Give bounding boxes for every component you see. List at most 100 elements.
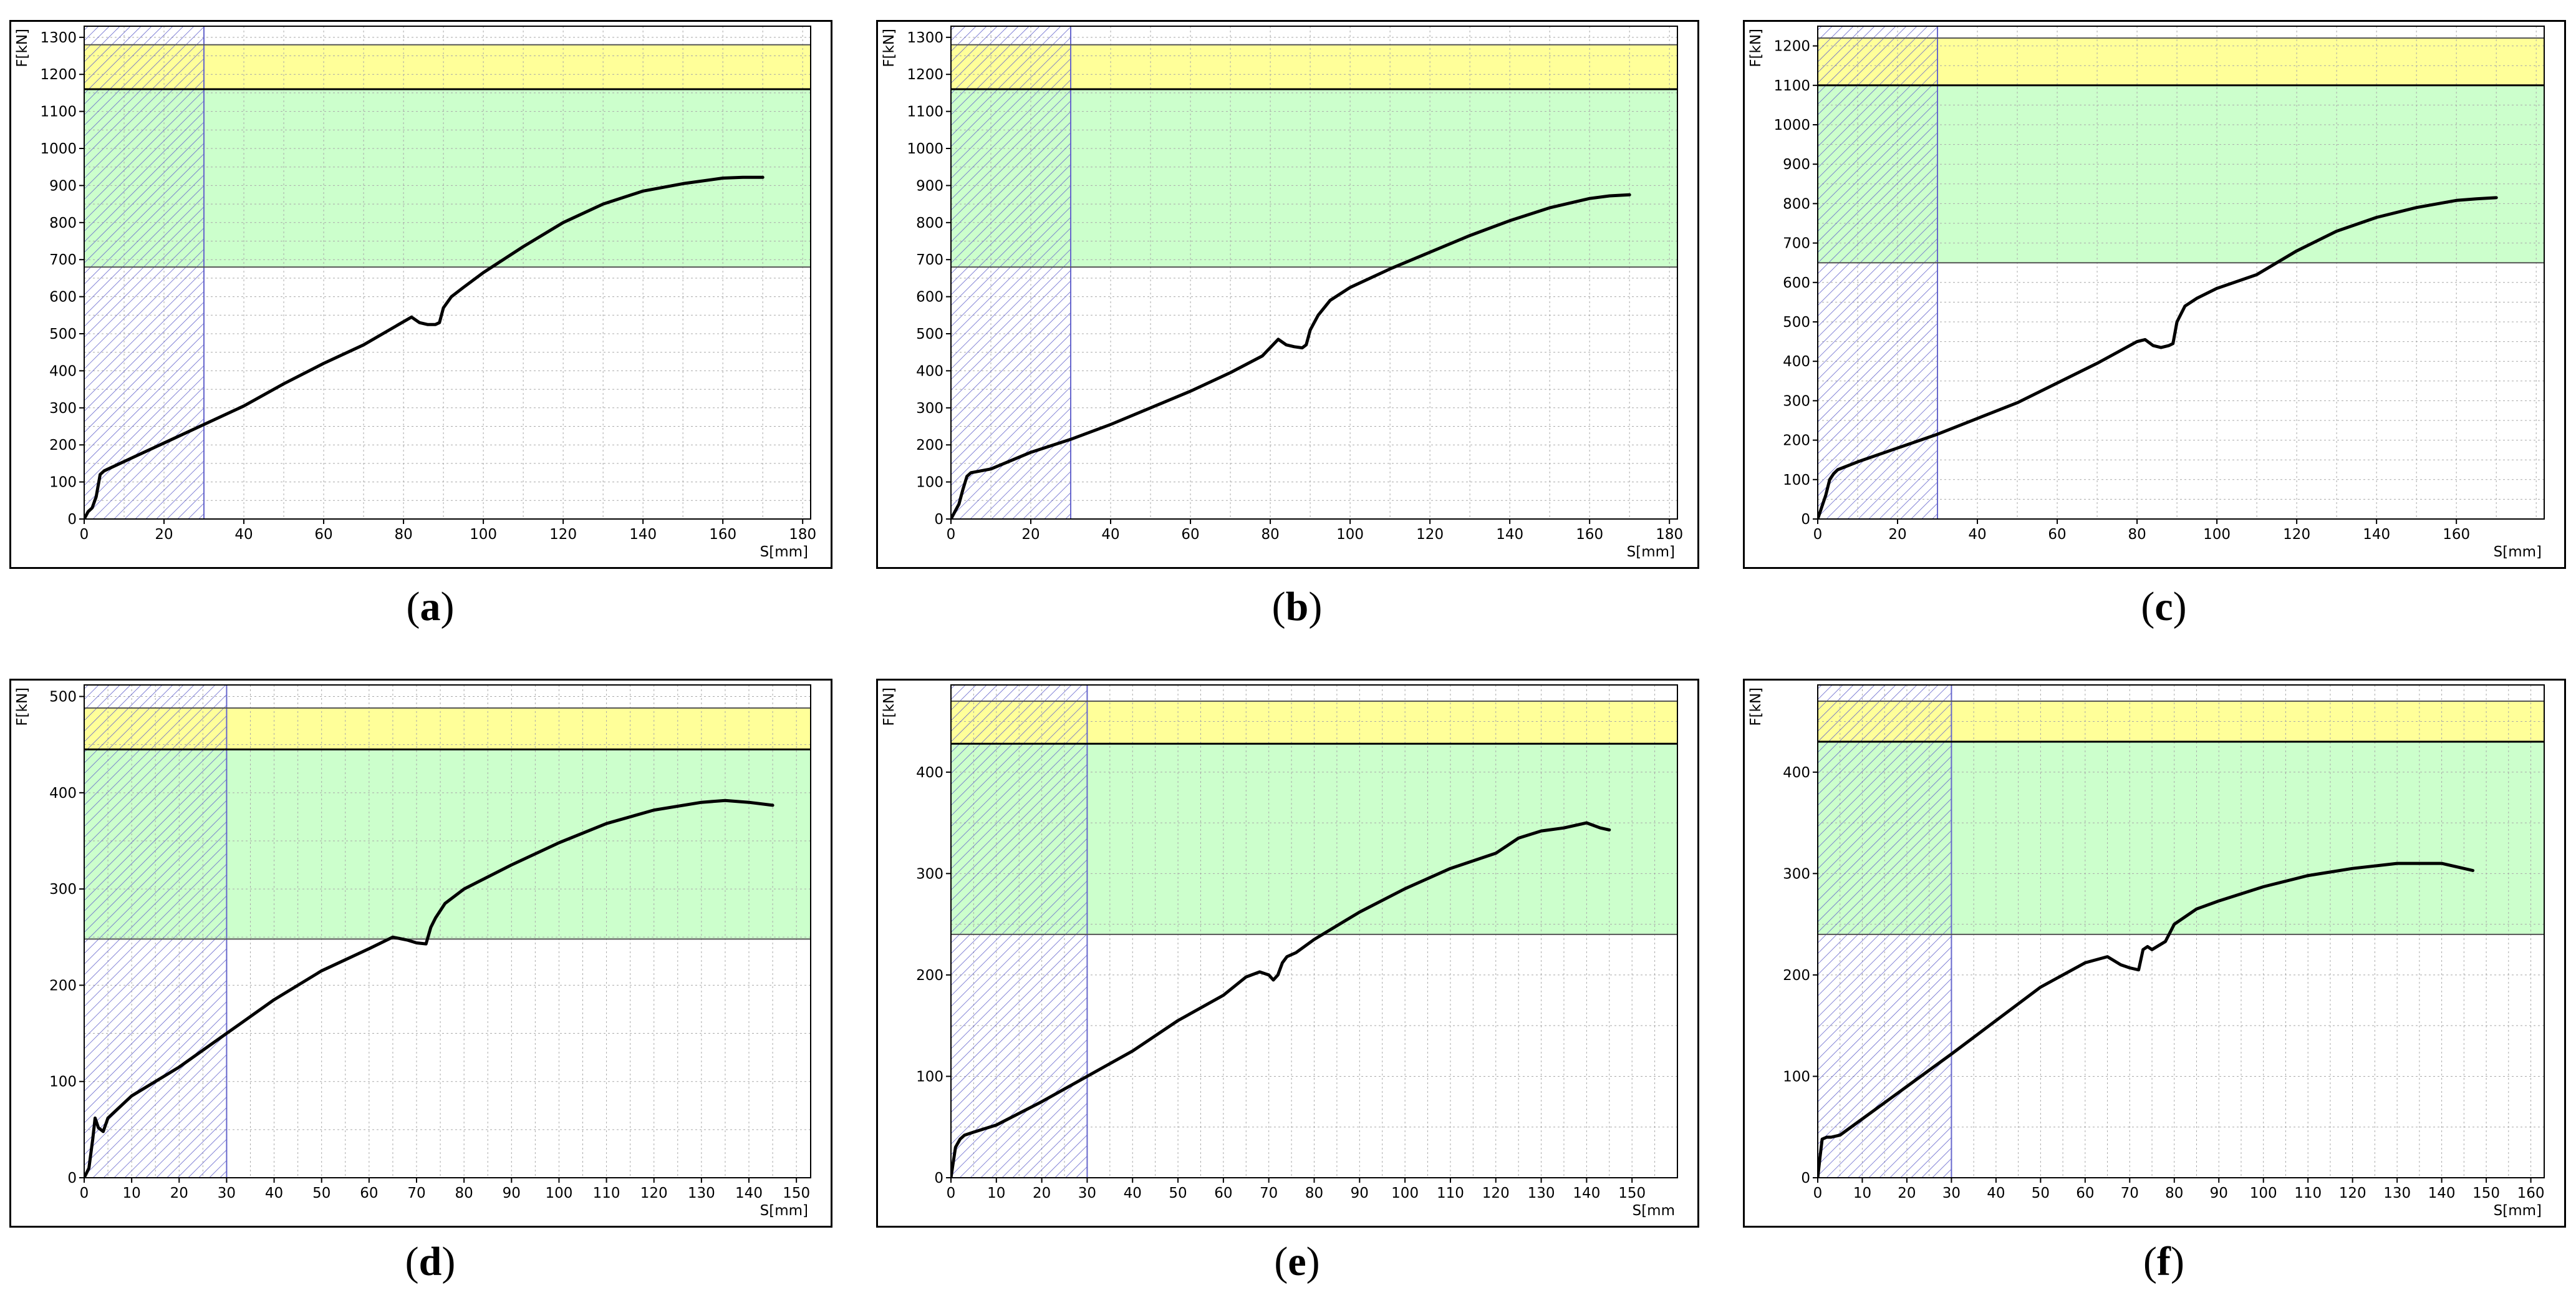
chart-svg-e: 0 10 20 30 40 50 60 70 80 90 100 110 120 130 140 150 0 10…	[876, 679, 1699, 1228]
plot-border	[950, 26, 1678, 520]
y-tick-label: 100	[1783, 472, 1810, 488]
x-tick-label: 30	[1942, 1185, 1961, 1201]
x-tick-label: 90	[503, 1185, 521, 1201]
hatched-region	[950, 684, 1088, 1178]
y-tick-label: 200	[916, 968, 943, 984]
x-tick-label: 40	[1968, 526, 1986, 543]
hatched-region	[1817, 684, 1952, 1178]
y-tick-label: 1000	[1773, 117, 1810, 133]
x-tick-label: 90	[1351, 1185, 1369, 1201]
y-tick-label: 1000	[40, 141, 77, 157]
acceptance-zone	[204, 89, 811, 268]
x-tick-label: 80	[1305, 1185, 1323, 1201]
y-axis-label: F[kN]	[14, 29, 31, 67]
x-tick-label: 150	[1618, 1185, 1646, 1201]
y-tick-label: 1100	[40, 104, 77, 120]
acceptance-zone	[226, 749, 811, 939]
y-tick-label: 200	[1783, 968, 1810, 984]
y-tick-label: 500	[49, 326, 77, 342]
y-tick-label: 300	[916, 400, 943, 417]
y-tick-label: 300	[1783, 866, 1810, 882]
caption-c: (c)	[2141, 584, 2187, 629]
x-tick-label: 20	[1888, 526, 1906, 543]
x-tick-label: 140	[2428, 1185, 2456, 1201]
y-tick-label: 700	[1783, 236, 1810, 252]
x-tick-label: 70	[407, 1185, 425, 1201]
x-tick-label: 100	[1391, 1185, 1419, 1201]
x-tick-label: 130	[688, 1185, 715, 1201]
x-tick-label: 0	[947, 526, 956, 543]
series-line-d	[84, 798, 774, 1178]
x-tick-label: 140	[1496, 526, 1523, 543]
warning-zone	[204, 44, 811, 89]
caption-b: (b)	[1271, 584, 1323, 629]
y-tick-label: 100	[916, 475, 943, 491]
series-line-a	[84, 175, 765, 519]
hatched-region	[84, 26, 205, 520]
x-tick-label: 130	[2383, 1185, 2411, 1201]
x-tick-label: 100	[2203, 526, 2231, 543]
x-tick-label: 40	[1987, 1185, 2005, 1201]
x-tick-label: 80	[394, 526, 412, 543]
x-axis-label: S[mm]	[2494, 1203, 2542, 1219]
x-tick-label: 60	[360, 1185, 378, 1201]
x-tick-label: 20	[1021, 526, 1040, 543]
chart-svg-c: 0 20 40 60 80 100 120 140 160 0 100 200 300 400 500 600…	[1743, 20, 2566, 569]
y-tick-label: 900	[916, 178, 943, 194]
y-tick-label: 100	[49, 1074, 77, 1090]
series-line-f	[1818, 861, 2475, 1178]
y-tick-label: 500	[49, 689, 77, 706]
x-tick-label: 180	[789, 526, 816, 543]
y-tick-label: 0	[67, 1170, 77, 1186]
plot-border	[1817, 26, 2545, 520]
x-tick-label: 0	[947, 1185, 956, 1201]
x-tick-label: 40	[265, 1185, 283, 1201]
y-tick-label: 900	[1783, 157, 1810, 173]
x-axis-label: S[mm]	[760, 544, 808, 560]
x-tick-label: 120	[549, 526, 577, 543]
y-tick-label: 300	[49, 881, 77, 898]
x-axis-label: S[mm]	[2494, 544, 2542, 560]
x-tick-label: 120	[1416, 526, 1444, 543]
series-line-b	[951, 193, 1631, 519]
x-tick-label: 10	[123, 1185, 141, 1201]
chart-panel-d: 0 10 20 30 40 50 60 70 80 90 100 110 120 130 140 150 0 10…	[9, 679, 832, 1228]
x-tick-label: 150	[783, 1185, 810, 1201]
x-tick-label: 160	[709, 526, 736, 543]
y-tick-label: 1200	[40, 67, 77, 83]
x-tick-label: 40	[1101, 526, 1119, 543]
x-tick-label: 70	[2121, 1185, 2139, 1201]
y-tick-label: 700	[916, 252, 943, 268]
y-tick-label: 100	[1783, 1069, 1810, 1085]
hatched-region	[950, 26, 1072, 520]
y-tick-label: 400	[49, 785, 77, 802]
x-tick-label: 20	[170, 1185, 188, 1201]
y-tick-label: 600	[916, 289, 943, 306]
caption-f: (f)	[2143, 1239, 2184, 1284]
x-tick-label: 140	[2363, 526, 2390, 543]
chart-panel-e: 0 10 20 30 40 50 60 70 80 90 100 110 120 130 140 150 0 10…	[876, 679, 1699, 1228]
x-tick-label: 30	[218, 1185, 236, 1201]
x-tick-label: 50	[312, 1185, 330, 1201]
hatched-region	[84, 684, 228, 1178]
y-tick-label: 400	[1783, 354, 1810, 370]
y-axis-label: F[kN]	[881, 29, 897, 67]
x-tick-label: 100	[1336, 526, 1364, 543]
x-tick-label: 80	[1261, 526, 1279, 543]
x-tick-label: 70	[1260, 1185, 1278, 1201]
x-tick-label: 130	[1528, 1185, 1555, 1201]
x-tick-label: 120	[640, 1185, 668, 1201]
y-tick-label: 800	[1783, 196, 1810, 212]
x-tick-label: 120	[1482, 1185, 1510, 1201]
y-tick-label: 100	[49, 475, 77, 491]
x-axis-label: S[mm]	[760, 1203, 808, 1219]
x-tick-label: 150	[2472, 1185, 2500, 1201]
y-tick-label: 700	[49, 252, 77, 268]
x-tick-label: 40	[1124, 1185, 1142, 1201]
y-tick-label: 400	[916, 363, 943, 379]
acceptance-zone	[1951, 742, 2544, 934]
x-tick-label: 120	[2283, 526, 2310, 543]
warning-zone	[226, 708, 811, 750]
x-tick-label: 80	[2128, 526, 2146, 543]
y-tick-label: 800	[916, 215, 943, 231]
